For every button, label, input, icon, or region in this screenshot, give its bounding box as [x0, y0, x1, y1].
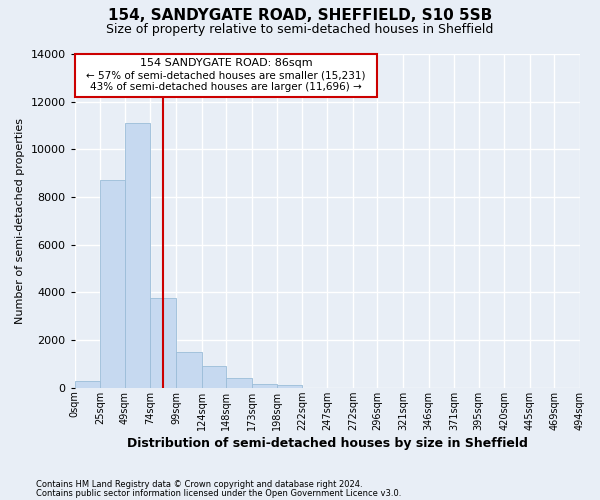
Y-axis label: Number of semi-detached properties: Number of semi-detached properties	[15, 118, 25, 324]
Text: Contains public sector information licensed under the Open Government Licence v3: Contains public sector information licen…	[36, 488, 401, 498]
Text: 154, SANDYGATE ROAD, SHEFFIELD, S10 5SB: 154, SANDYGATE ROAD, SHEFFIELD, S10 5SB	[108, 8, 492, 22]
Bar	[277, 386, 302, 388]
Bar	[176, 352, 202, 388]
Bar	[75, 380, 100, 388]
Text: Size of property relative to semi-detached houses in Sheffield: Size of property relative to semi-detach…	[106, 22, 494, 36]
X-axis label: Distribution of semi-detached houses by size in Sheffield: Distribution of semi-detached houses by …	[127, 437, 528, 450]
Bar	[100, 180, 125, 388]
Bar	[251, 384, 277, 388]
Bar	[226, 378, 251, 388]
Text: 154 SANDYGATE ROAD: 86sqm: 154 SANDYGATE ROAD: 86sqm	[140, 58, 313, 68]
Text: 43% of semi-detached houses are larger (11,696) →: 43% of semi-detached houses are larger (…	[90, 82, 362, 92]
Bar	[202, 366, 226, 388]
Bar	[125, 123, 151, 388]
Bar	[151, 298, 176, 388]
Text: ← 57% of semi-detached houses are smaller (15,231): ← 57% of semi-detached houses are smalle…	[86, 70, 366, 80]
Text: Contains HM Land Registry data © Crown copyright and database right 2024.: Contains HM Land Registry data © Crown c…	[36, 480, 362, 489]
